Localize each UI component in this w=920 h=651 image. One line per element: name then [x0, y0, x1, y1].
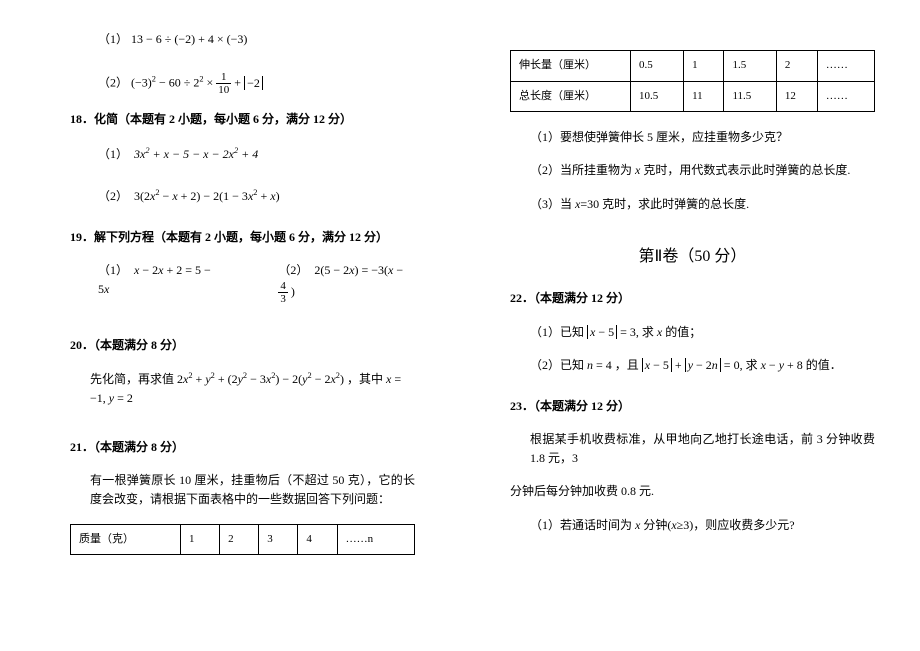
q18-2-expr: 3(2x2 − x + 2) − 2(1 − 3x2 + x) — [134, 189, 280, 203]
section-2-title: 第Ⅱ卷（50 分） — [510, 244, 875, 270]
q17-2-afterexp: × — [207, 76, 217, 90]
q17-1-label: （1） — [98, 32, 128, 46]
q23-body1: 根据某手机收费标准，从甲地向乙地打长途电话，前 3 分钟收费 1.8 元，3 — [510, 430, 875, 468]
q22-part1: （1）已知 x − 5 = 3, 求 x 的值； — [510, 323, 875, 342]
q20-stem: 20．（本题满分 8 分） — [70, 336, 415, 355]
q23-body2: 分钟后每分钟加收费 0.8 元. — [510, 482, 875, 501]
q18-2-label: （2） — [98, 189, 128, 203]
q19-2-label: （2） — [278, 263, 308, 277]
q22-1-abs: x − 5 — [587, 325, 617, 339]
q22-2-mid: + — [675, 358, 685, 372]
q19-part2: （2） 2(5 − 2x) = −3(x − 43 ) — [278, 261, 415, 305]
q22-part2: （2）已知 n = 4 ，且 x − 5 + y − 2n = 0, 求 x −… — [510, 356, 875, 375]
q18-part2: （2） 3(2x2 − x + 2) − 2(1 − 3x2 + x) — [70, 186, 415, 206]
q17-2-mid: − 60 ÷ 2 — [159, 76, 199, 90]
q23-part1: （1）若通话时间为 x 分钟(x≥3)，则应收费多少元? — [510, 516, 875, 535]
q21-sub1: （1）要想使弹簧伸长 5 厘米，应挂重物多少克？ — [510, 128, 875, 147]
table-row: 伸长量（厘米） 0.5 1 1.5 2 …… — [511, 51, 875, 82]
q18-1-expr: 3x2 + x − 5 − x − 2x2 + 4 — [134, 147, 258, 161]
table-row: 质量（克） 1 2 3 4 ……n — [71, 524, 415, 555]
q22-1-pre: （1）已知 — [530, 325, 584, 339]
q18-part1: （1） 3x2 + x − 5 − x − 2x2 + 4 — [70, 144, 415, 164]
q20-expr: 2x2 + y2 + (2y2 − 3x2) − 2(y2 − 2x2) — [177, 372, 344, 386]
q17-part2: （2） (−3)2 − 60 ÷ 22 × 110 + −2 — [70, 71, 415, 96]
q21-body: 有一根弹簧原长 10 厘米，挂重物后（不超过 50 克），它的长度会改变，请根据… — [70, 471, 415, 509]
q19-part1: （1） x − 2x + 2 = 5 − 5x — [98, 261, 218, 305]
q21-sub2: （2）当所挂重物为 x 克时，用代数式表示此时弹簧的总长度. — [510, 161, 875, 180]
q19-1-label: （1） — [98, 263, 128, 277]
q17-2-abs: −2 — [244, 76, 263, 90]
q22-2-abs1: x − 5 — [642, 358, 672, 372]
q21-sub3: （3）当 x=30 克时，求此时弹簧的总长度. — [510, 195, 875, 214]
spring-table-right: 伸长量（厘米） 0.5 1 1.5 2 …… 总长度（厘米） 10.5 11 1… — [510, 50, 875, 112]
spring-table-left: 质量（克） 1 2 3 4 ……n — [70, 524, 415, 556]
q17-2-plus: + — [234, 76, 244, 90]
q19-row: （1） x − 2x + 2 = 5 − 5x （2） 2(5 − 2x) = … — [70, 261, 415, 305]
q18-1-label: （1） — [98, 147, 128, 161]
q20-pre: 先化简，再求值 — [90, 372, 177, 386]
q22-2-abs2: y − 2n — [685, 358, 721, 372]
q22-stem: 22．（本题满分 12 分） — [510, 289, 875, 308]
q19-stem: 19．解下列方程（本题有 2 小题，每小题 6 分，满分 12 分） — [70, 228, 415, 247]
table-row: 总长度（厘米） 10.5 11 11.5 12 …… — [511, 81, 875, 112]
q22-1-tail: = 3, 求 x 的值； — [620, 325, 701, 339]
q23-stem: 23．（本题满分 12 分） — [510, 397, 875, 416]
q22-2-pre: （2）已知 n = 4 ，且 — [530, 358, 642, 372]
q17-2-label: （2） — [98, 76, 128, 90]
q20-body: 先化简，再求值 2x2 + y2 + (2y2 − 3x2) − 2(y2 − … — [70, 369, 415, 408]
q17-part1: （1） 13 − 6 ÷ (−2) + 4 × (−3) — [70, 30, 415, 49]
q18-stem: 18．化简（本题有 2 小题，每小题 6 分，满分 12 分） — [70, 110, 415, 129]
q21-stem: 21．（本题满分 8 分） — [70, 438, 415, 457]
q17-2-pre: (−3) — [131, 76, 152, 90]
q17-1-expr: 13 − 6 ÷ (−2) + 4 × (−3) — [131, 32, 247, 46]
q22-2-tail: = 0, 求 x − y + 8 的值． — [724, 358, 842, 372]
